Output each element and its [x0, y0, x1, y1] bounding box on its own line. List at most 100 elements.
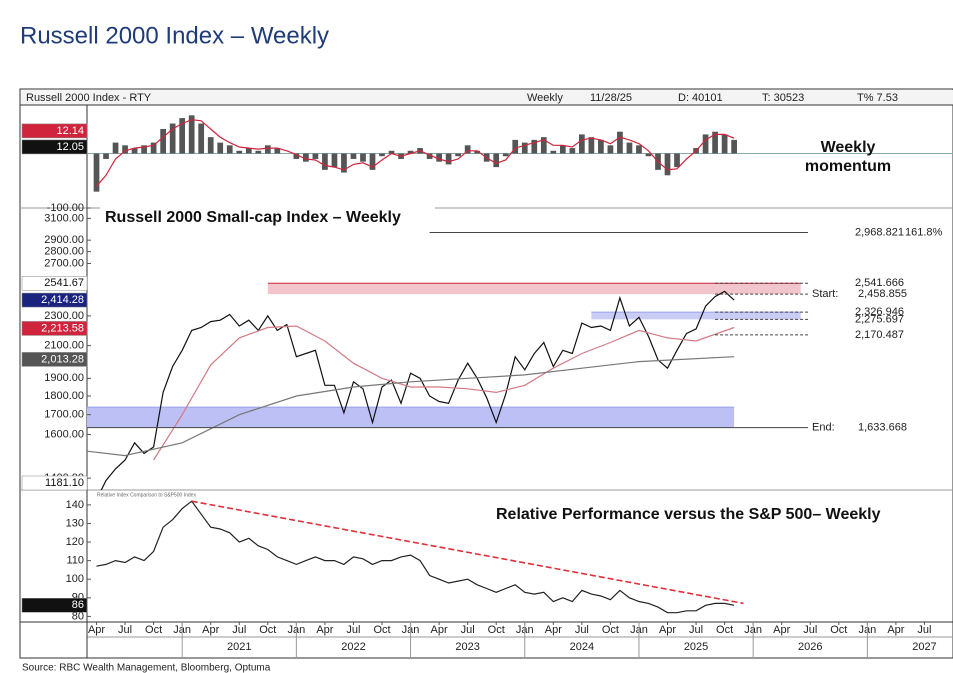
y-tick-label: 3100.00 [44, 212, 84, 224]
x-tick-label: Apr [431, 624, 448, 636]
panel-title: Relative Performance versus the S&P 500–… [496, 506, 881, 523]
bar [636, 145, 642, 154]
header-bar [21, 90, 953, 105]
series-line [153, 325, 735, 461]
bar [207, 137, 214, 154]
header-item: T: 30523 [762, 92, 804, 104]
y-tick-label: 1900.00 [44, 372, 84, 384]
x-tick-label: Oct [145, 624, 162, 636]
x-tick-label: Apr [773, 624, 790, 636]
level-prefix: End: [812, 422, 835, 434]
bar [540, 137, 547, 154]
bar [122, 145, 128, 154]
y-tick-label: 100 [66, 573, 84, 585]
bar [360, 153, 366, 162]
title-bg [100, 207, 435, 228]
x-year-label: 2022 [341, 641, 365, 653]
bar [464, 145, 471, 154]
zone [87, 407, 735, 428]
panel-subtitle: Relative Index Comparison to S&P500 Inde… [97, 492, 196, 498]
series-line [87, 356, 735, 457]
y-tick-label: 140 [66, 499, 84, 511]
x-year-label: 2024 [570, 641, 594, 653]
bar [407, 150, 414, 154]
value-tag-label: 2,213.58 [41, 322, 84, 334]
level-label: 2,458.855 [858, 288, 907, 300]
value-tag [21, 352, 88, 367]
panel [96, 500, 744, 614]
x-tick-label: Jul [232, 624, 246, 636]
value-tag [21, 292, 88, 308]
bar [112, 142, 119, 154]
header-item: 11/28/25 [590, 92, 632, 104]
x-tick-label: Jul [461, 624, 475, 636]
header-item: T% 7.53 [857, 92, 898, 104]
source: Source: RBC Wealth Management, Bloomberg… [22, 663, 271, 673]
chart-frame [19, 88, 953, 659]
bar [303, 153, 309, 162]
bar [512, 139, 519, 154]
value-tag-label: 12.05 [56, 141, 84, 153]
bar [445, 153, 452, 165]
bar [188, 115, 195, 154]
panel-title: Weekly [821, 139, 876, 156]
panel [87, 282, 801, 490]
bar [664, 153, 671, 176]
value-tag-label: 12.14 [56, 125, 84, 137]
x-tick-label: Apr [659, 624, 676, 636]
y-tick-label: 1800.00 [44, 390, 84, 402]
x-tick-label: Oct [830, 624, 847, 636]
bar [322, 153, 328, 170]
value-tag-label: 2,013.28 [41, 353, 84, 365]
level-label: 2,968.821 [855, 226, 904, 238]
bar [198, 123, 205, 154]
x-tick-label: Jul [917, 624, 931, 636]
bar [645, 153, 652, 157]
bar [131, 148, 138, 154]
bar [531, 139, 538, 154]
value-tag [21, 321, 88, 336]
bar [426, 153, 433, 159]
bar [369, 153, 376, 170]
bar [350, 153, 357, 159]
bar [674, 153, 680, 168]
x-year-label: 2023 [455, 641, 479, 653]
x-year-label: 2026 [798, 641, 822, 653]
bar [702, 134, 709, 154]
bar [217, 142, 224, 154]
bar [607, 145, 614, 154]
x-tick-label: Oct [602, 624, 619, 636]
panel [87, 115, 953, 192]
value-tag [21, 475, 88, 491]
level-prefix: Start: [812, 288, 838, 300]
x-tick-label: Oct [259, 624, 276, 636]
x-tick-label: Apr [316, 624, 333, 636]
x-year-label: 2025 [684, 641, 708, 653]
value-tag [21, 598, 88, 613]
x-tick-label: Apr [202, 624, 219, 636]
bar [502, 153, 509, 157]
panel-title: momentum [805, 158, 891, 175]
x-tick-label: Oct [488, 624, 505, 636]
x-tick-label: Jul [689, 624, 703, 636]
y-tick-label: 80 [72, 610, 84, 622]
level-label: 2,275.697 [855, 313, 904, 325]
level-note: 161.8% [905, 226, 943, 238]
level-label: 2,326.946 [855, 306, 904, 318]
bar [226, 145, 233, 154]
header-item: Weekly [527, 92, 563, 104]
bar [569, 148, 576, 154]
series-line [96, 500, 735, 614]
x-tick-label: Jul [803, 624, 817, 636]
y-tick-label: 2700.00 [44, 257, 84, 269]
y-tick-label: 1700.00 [44, 409, 84, 421]
bar [436, 153, 442, 162]
x-axis: Apr Jul Oct Jan Apr Jul Oct Jan Apr Jul Oct Jan Apr J… [88, 622, 937, 658]
series-line [100, 290, 735, 490]
bar [179, 118, 186, 154]
x-year-label: 2021 [227, 641, 251, 653]
bar [169, 123, 176, 154]
bar [626, 142, 633, 154]
bar [312, 153, 319, 159]
y-tick-label: 120 [66, 536, 84, 548]
